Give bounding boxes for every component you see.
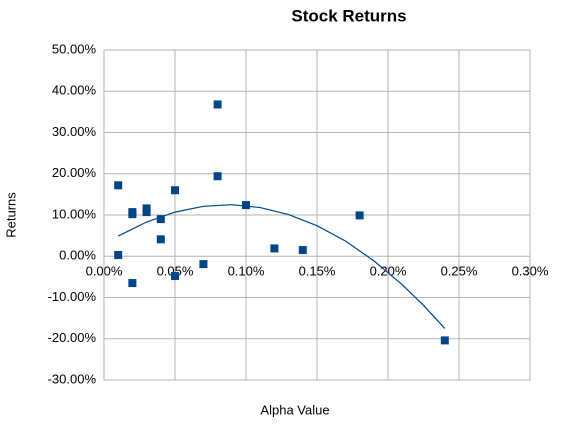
x-tick-label: 0.05% bbox=[157, 264, 194, 279]
x-tick-label: 0.10% bbox=[228, 264, 265, 279]
point bbox=[142, 208, 151, 217]
point bbox=[128, 210, 137, 219]
trendline bbox=[117, 204, 446, 329]
point bbox=[156, 235, 165, 244]
point bbox=[440, 336, 449, 345]
x-tick-label: 0.20% bbox=[370, 264, 407, 279]
y-tick-label: -20.00% bbox=[48, 330, 97, 345]
x-tick-label: 0.25% bbox=[441, 264, 478, 279]
point bbox=[199, 260, 208, 269]
x-axis-label: Alpha Value bbox=[260, 402, 329, 417]
point bbox=[298, 246, 307, 255]
plot-border bbox=[103, 49, 531, 381]
y-tick-label: 10.00% bbox=[52, 206, 97, 221]
point bbox=[213, 100, 222, 109]
point bbox=[114, 251, 123, 260]
y-tick-label: 40.00% bbox=[52, 83, 97, 98]
y-tick-label: 30.00% bbox=[52, 124, 97, 139]
x-tick-label: 0.15% bbox=[299, 264, 336, 279]
y-tick-label: -10.00% bbox=[48, 289, 97, 304]
point bbox=[156, 215, 165, 224]
point bbox=[171, 272, 179, 281]
chart-title: Stock Returns bbox=[291, 6, 406, 25]
y-tick-label: 0.00% bbox=[59, 248, 96, 263]
point bbox=[171, 186, 179, 195]
point bbox=[213, 172, 222, 181]
point bbox=[270, 244, 279, 253]
y-tick-label: 20.00% bbox=[52, 165, 97, 180]
point bbox=[128, 279, 137, 288]
y-tick-label: -30.00% bbox=[48, 371, 97, 386]
point bbox=[114, 181, 123, 190]
y-axis-label: Returns bbox=[3, 192, 18, 238]
point bbox=[242, 201, 250, 210]
point bbox=[355, 211, 364, 220]
y-tick-label: 50.00% bbox=[52, 41, 97, 56]
